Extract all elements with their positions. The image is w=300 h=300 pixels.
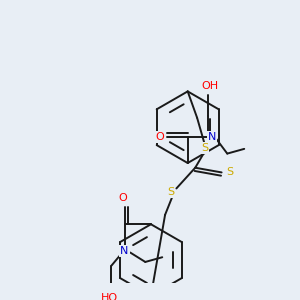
Text: S: S <box>201 143 208 153</box>
Text: O: O <box>155 132 164 142</box>
Text: S: S <box>226 167 234 177</box>
Text: N: N <box>120 246 129 256</box>
Text: N: N <box>208 132 216 142</box>
Text: HO: HO <box>101 293 118 300</box>
Text: S: S <box>167 187 174 197</box>
Text: O: O <box>118 193 127 203</box>
Text: OH: OH <box>202 81 219 91</box>
